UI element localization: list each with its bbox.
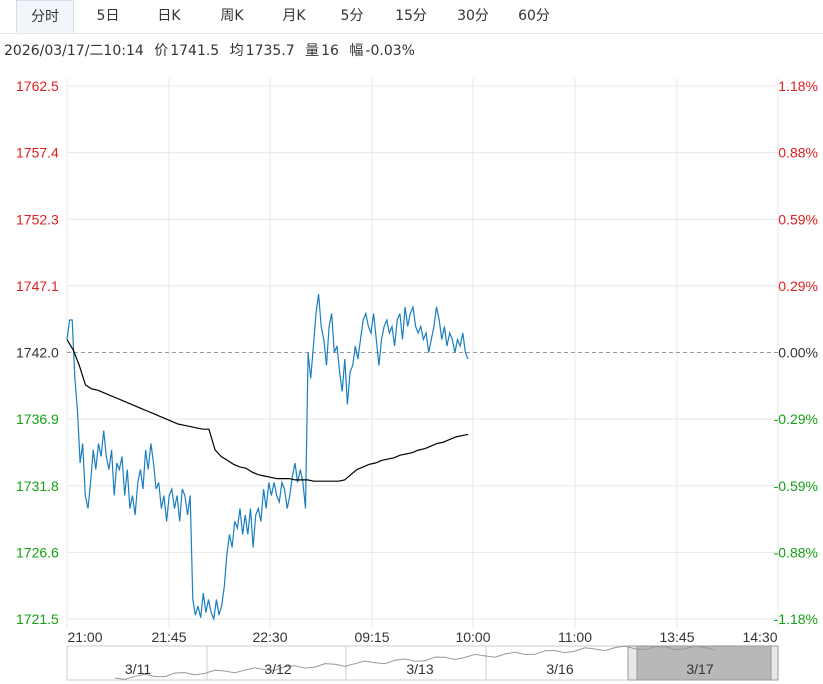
overview-trend-line (114, 645, 716, 680)
y-tick-label: 1721.5 (16, 611, 59, 627)
overview-selection (636, 645, 772, 681)
volume-value: 16 (321, 43, 339, 59)
quote-datetime: 2026/03/17/二10:14 (4, 43, 144, 59)
tab-5[interactable]: 月K (282, 8, 306, 24)
overview-handle-right (770, 645, 779, 681)
quote-info-bar: 2026/03/17/二10:14 价 1741.5 均 1735.7 量 16 幅-… (4, 40, 421, 60)
overview-date-label: 3/11 (125, 661, 151, 677)
y-tick-label: 1747.1 (16, 278, 59, 294)
x-tick-label: 14:30 (742, 629, 777, 645)
price-label: 价 (154, 43, 169, 59)
tab-1[interactable]: 分时 (16, 0, 74, 33)
y-tick-label: 1752.3 (16, 211, 59, 227)
pct-tick-label: 0.88% (778, 145, 818, 161)
avg-value: 1735.7 (245, 43, 295, 59)
pct-tick-label: 0.29% (778, 278, 818, 294)
change-label: 幅 (349, 43, 364, 59)
tab-3[interactable]: 日K (157, 8, 181, 24)
y-tick-label: 1736.9 (16, 411, 59, 427)
x-tick-label: 22:30 (252, 629, 287, 645)
pct-tick-label: -0.59% (774, 478, 818, 494)
y-tick-label: 1726.6 (16, 544, 59, 560)
tab-7[interactable]: 15分 (395, 8, 427, 24)
y-tick-label: 1757.4 (16, 145, 59, 161)
x-tick-label: 09:15 (354, 629, 389, 645)
pct-tick-label: -0.29% (774, 411, 818, 427)
tab-6[interactable]: 5分 (340, 8, 364, 24)
change-value: -0.03% (365, 43, 415, 59)
tab-9[interactable]: 60分 (518, 8, 550, 24)
avg-series-line (66, 339, 469, 482)
price-value: 1741.5 (170, 43, 220, 59)
x-tick-label: 13:45 (659, 629, 694, 645)
overview-date-label: 3/12 (264, 661, 291, 677)
pct-tick-label: 0.00% (778, 345, 818, 361)
pct-tick-label: 0.59% (778, 211, 818, 227)
volume-label: 量 (305, 43, 320, 59)
x-tick-label: 11:00 (558, 629, 592, 645)
overview-date-label: 3/17 (686, 661, 713, 677)
overview-handle-left (627, 645, 638, 681)
y-tick-label: 1742.0 (16, 345, 59, 361)
tab-8[interactable]: 30分 (457, 8, 489, 24)
y-tick-label: 1731.8 (16, 478, 59, 494)
tab-4[interactable]: 周K (220, 8, 244, 24)
overview-date-label: 3/16 (546, 661, 573, 677)
pct-tick-label: 1.18% (778, 78, 818, 94)
price-series-line (66, 293, 469, 622)
y-tick-label: 1762.5 (16, 78, 59, 94)
tab-2[interactable]: 5日 (96, 8, 120, 24)
x-tick-label: 10:00 (455, 629, 490, 645)
pct-tick-label: -0.88% (774, 544, 818, 560)
x-tick-label: 21:45 (151, 629, 186, 645)
overview-date-label: 3/13 (406, 661, 433, 677)
avg-label: 均 (229, 43, 244, 59)
period-tab-bar: 分时 5日 日K 周K 月K 5分 15分 30分 60分 (0, 0, 823, 34)
pct-tick-label: -1.18% (774, 611, 818, 627)
x-tick-label: 21:00 (67, 629, 102, 645)
